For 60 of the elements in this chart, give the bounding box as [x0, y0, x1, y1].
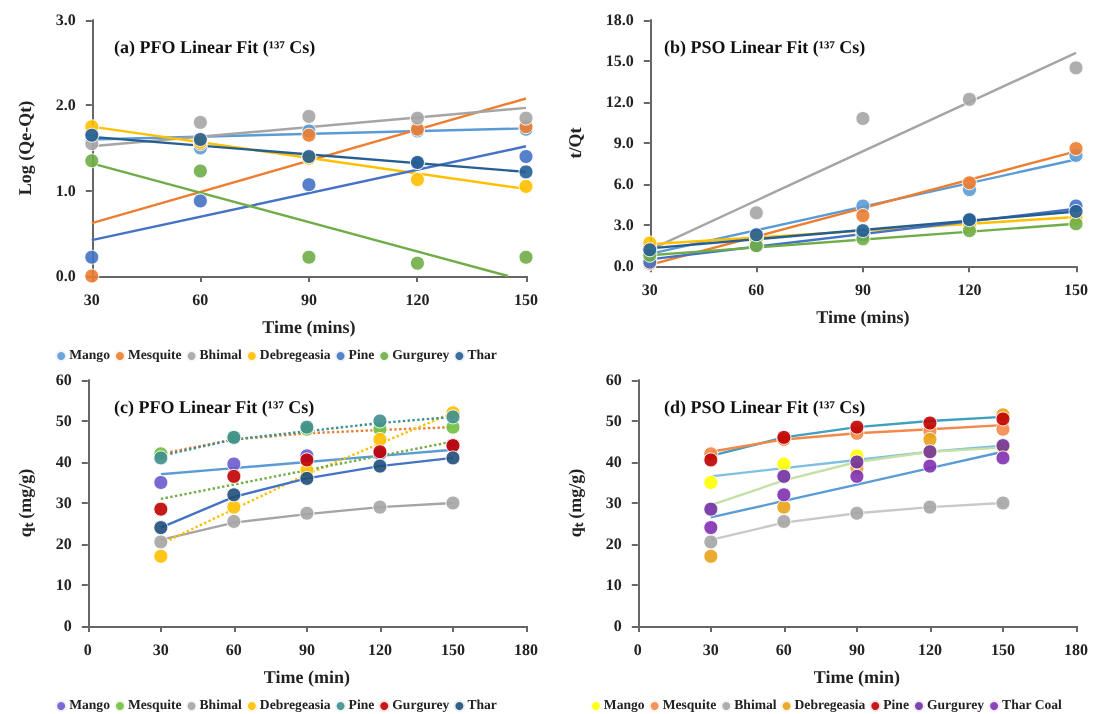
y-tick-label: 30	[55, 494, 72, 512]
x-axis-title: Time (min)	[813, 666, 900, 687]
x-tick-label: 90	[300, 291, 317, 309]
x-tick-label: 0	[83, 641, 92, 659]
y-axis-title: Log (Qe-Qt)	[15, 100, 35, 196]
x-tick-label: 90	[854, 281, 871, 300]
x-axis-title: Time (min)	[263, 666, 350, 687]
y-tick-label: 0	[63, 617, 72, 635]
y-tick-label: 40	[55, 453, 72, 471]
x-tick-label: 180	[1064, 641, 1088, 659]
y-tick-label: 40	[605, 453, 622, 471]
y-axis-title: qₜ (mg/g)	[15, 468, 35, 538]
x-tick-label: 30	[641, 281, 658, 300]
x-tick-label: 30	[702, 641, 719, 659]
x-tick-label: 60	[775, 641, 792, 659]
x-tick-label: 30	[152, 641, 169, 659]
y-tick-label: 1.0	[55, 181, 76, 200]
text: (a) PFO Linear Fit (¹³⁷ Cs)	[114, 37, 316, 57]
y-tick-label: 6.0	[613, 175, 634, 194]
x-tick-label: 150	[990, 641, 1015, 659]
x-tick-label: 90	[298, 641, 315, 659]
y-tick-label: 10	[55, 576, 72, 594]
x-tick-label: 150	[514, 291, 538, 309]
text: (c) PFO Linear Fit (¹³⁷ Cs)	[114, 397, 315, 417]
x-tick-label: 60	[748, 281, 765, 300]
y-tick-label: 3.0	[613, 216, 634, 235]
x-tick-label: 60	[192, 291, 209, 309]
y-tick-label: 3.0	[55, 11, 76, 29]
y-axis-title: t/Qt	[565, 127, 585, 159]
x-tick-label: 90	[848, 641, 865, 659]
x-tick-label: 120	[405, 291, 430, 309]
text: (d) PSO Linear Fit (¹³⁷ Cs)	[664, 397, 866, 417]
y-tick-label: 0.0	[55, 267, 76, 285]
y-tick-label: 9.0	[613, 134, 634, 153]
x-tick-label: 120	[917, 641, 942, 659]
x-tick-label: 150	[1064, 281, 1088, 300]
x-axis-title: Time (mins)	[816, 307, 910, 327]
y-tick-label: 20	[605, 535, 622, 553]
y-tick-label: 10	[605, 576, 622, 594]
x-tick-label: 180	[514, 641, 538, 659]
y-tick-label: 18.0	[605, 11, 634, 29]
y-tick-label: 60	[605, 371, 622, 389]
y-tick-label: 0.0	[613, 257, 634, 276]
x-tick-label: 120	[367, 641, 392, 659]
x-tick-label: 60	[225, 641, 242, 659]
y-axis-title: qₜ (mg/g)	[565, 468, 585, 538]
x-tick-label: 30	[83, 291, 100, 309]
y-tick-label: 20	[55, 535, 72, 553]
x-tick-label: 150	[440, 641, 465, 659]
text: (b) PSO Linear Fit (¹³⁷ Cs)	[664, 37, 866, 57]
y-tick-label: 0	[613, 617, 622, 635]
y-tick-label: 15.0	[605, 52, 634, 71]
y-tick-label: 30	[605, 494, 622, 512]
y-tick-label: 50	[55, 412, 72, 430]
y-tick-label: 50	[605, 412, 622, 430]
y-tick-label: 12.0	[605, 93, 634, 112]
y-tick-label: 2.0	[55, 96, 76, 115]
x-tick-label: 120	[957, 281, 982, 300]
x-axis-title: Time (mins)	[262, 316, 356, 337]
y-tick-label: 60	[55, 371, 72, 389]
